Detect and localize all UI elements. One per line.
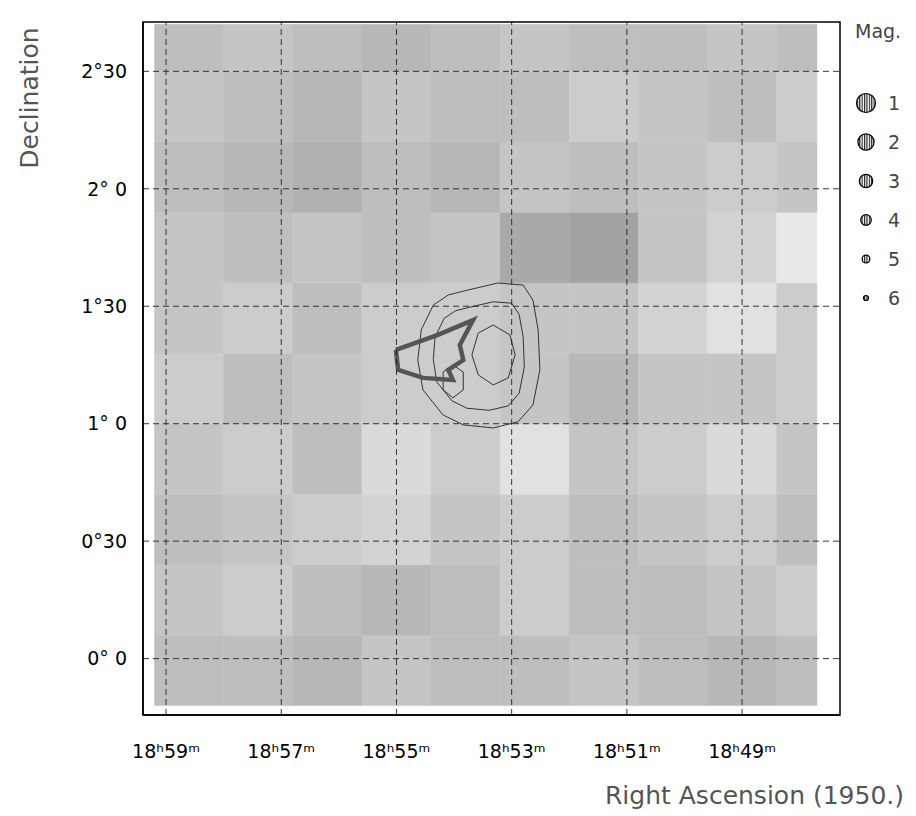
svg-text:18ʰ57ᵐ: 18ʰ57ᵐ: [247, 740, 315, 762]
svg-text:18ʰ49ᵐ: 18ʰ49ᵐ: [708, 740, 776, 762]
svg-text:2° 0: 2° 0: [87, 178, 127, 200]
svg-text:18ʰ59ᵐ: 18ʰ59ᵐ: [132, 740, 200, 762]
svg-text:5: 5: [888, 248, 900, 270]
svg-text:0° 0: 0° 0: [87, 647, 127, 669]
svg-text:Right Ascension (1950.): Right Ascension (1950.): [605, 781, 904, 810]
svg-text:2°30: 2°30: [81, 60, 127, 82]
svg-text:Declination: Declination: [15, 27, 44, 168]
svg-text:1° 0: 1° 0: [87, 412, 127, 434]
svg-text:18ʰ51ᵐ: 18ʰ51ᵐ: [593, 740, 661, 762]
svg-text:18ʰ55ᵐ: 18ʰ55ᵐ: [363, 740, 431, 762]
svg-text:1°30: 1°30: [81, 295, 127, 317]
svg-text:0°30: 0°30: [81, 530, 127, 552]
svg-text:1: 1: [888, 92, 900, 114]
svg-text:Mag.: Mag.: [855, 20, 901, 42]
svg-text:4: 4: [888, 209, 900, 231]
svg-text:18ʰ53ᵐ: 18ʰ53ᵐ: [478, 740, 546, 762]
svg-text:3: 3: [888, 170, 900, 192]
svg-text:2: 2: [888, 131, 900, 153]
svg-text:6: 6: [888, 287, 900, 309]
